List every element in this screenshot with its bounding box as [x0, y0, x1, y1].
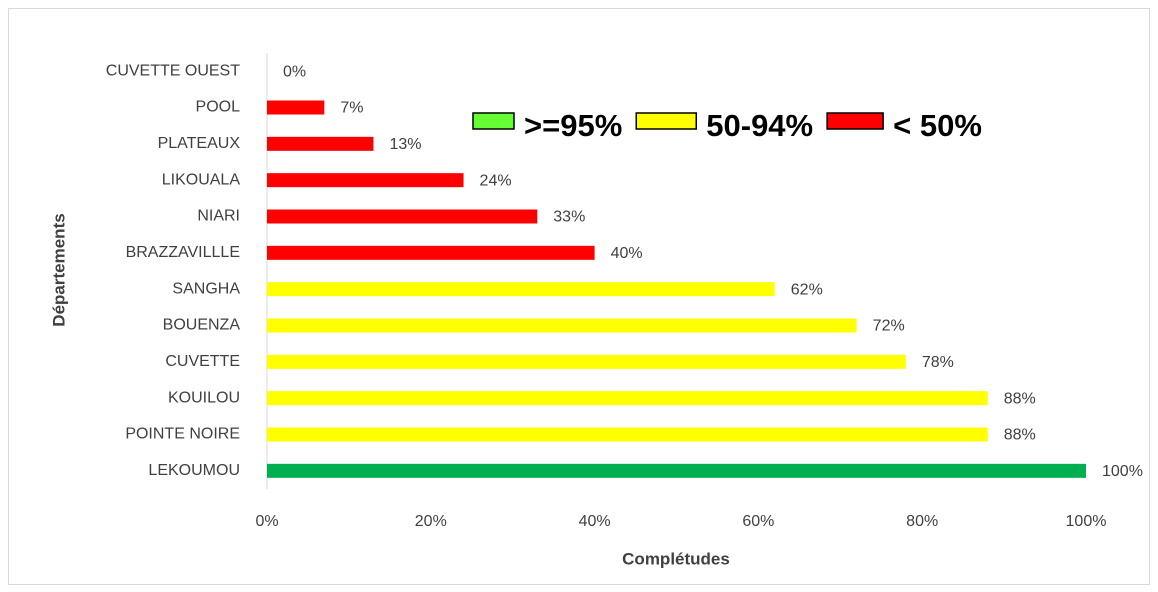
y-tick-label: POOL [196, 99, 241, 116]
bar [267, 354, 906, 369]
bar [267, 282, 775, 297]
y-tick-label: SANGHA [172, 280, 240, 297]
data-label: 100% [1102, 463, 1143, 480]
y-tick-label: POINTE NOIRE [125, 426, 240, 443]
x-tick-label: 0% [255, 513, 278, 530]
y-tick-label: CUVETTE OUEST [106, 62, 240, 79]
x-tick-label: 100% [1066, 513, 1107, 530]
data-label: 40% [611, 245, 643, 262]
bar [267, 136, 374, 151]
x-axis-title: Complétudes [622, 549, 730, 568]
bar [267, 463, 1086, 478]
data-label: 78% [922, 354, 954, 371]
bar [267, 391, 988, 406]
y-tick-label: CUVETTE [165, 353, 240, 370]
x-tick-label: 20% [415, 513, 447, 530]
y-tick-label: BRAZZAVILLLE [126, 244, 240, 261]
data-label: 33% [553, 209, 585, 226]
legend-swatch [472, 112, 515, 130]
y-tick-label: LEKOUMOU [148, 462, 240, 479]
x-tick-label: 40% [579, 513, 611, 530]
data-label: 88% [1004, 427, 1036, 444]
bar [267, 173, 464, 188]
bar [267, 245, 595, 260]
y-tick-label: NIARI [197, 208, 240, 225]
legend-label: >=95% [524, 108, 622, 143]
y-tick-label: LIKOUALA [162, 171, 241, 188]
data-label: 13% [389, 136, 421, 153]
bar [267, 100, 325, 115]
y-tick-label: PLATEAUX [158, 135, 241, 152]
bar [267, 427, 988, 442]
data-label: 72% [873, 318, 905, 335]
x-tick-label: 80% [906, 513, 938, 530]
bar [267, 209, 538, 224]
x-tick-label: 60% [742, 513, 774, 530]
chart-border [8, 8, 1150, 585]
legend-swatch [826, 112, 884, 130]
legend-label: 50-94% [706, 108, 813, 143]
bar [267, 318, 857, 333]
data-label: 24% [480, 172, 512, 189]
y-tick-label: BOUENZA [163, 317, 241, 334]
y-tick-label: KOUILOU [168, 389, 240, 406]
data-label: 88% [1004, 390, 1036, 407]
legend-swatch [635, 112, 698, 130]
data-label: 7% [340, 100, 363, 117]
data-label: 62% [791, 281, 823, 298]
data-label: 0% [283, 63, 306, 80]
y-axis-title: Départements [49, 213, 68, 326]
legend-label: < 50% [893, 108, 982, 143]
